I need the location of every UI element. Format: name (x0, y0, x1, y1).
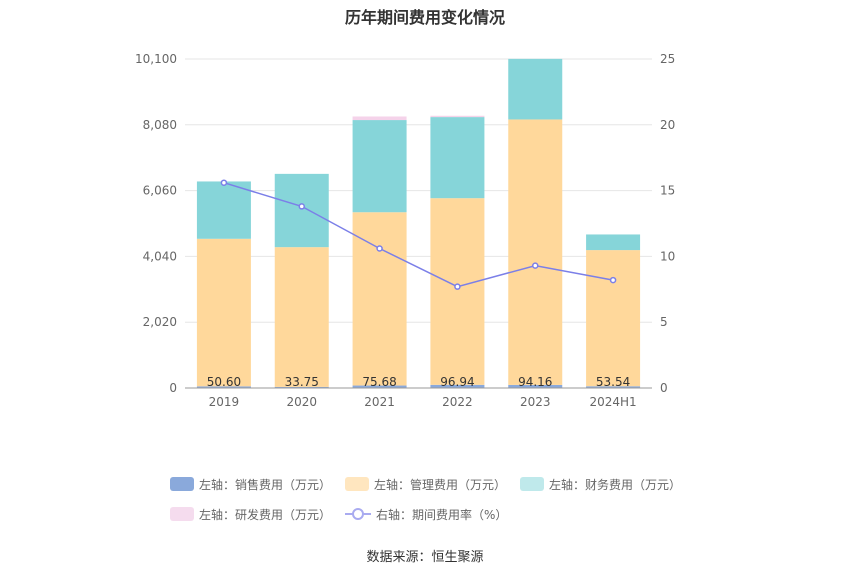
grid-lines (185, 58, 652, 323)
bar-segment-1 (352, 212, 407, 386)
bar-segment-0 (508, 384, 563, 388)
legend-swatch-finance (520, 477, 545, 491)
x-axis-tick: 2019 (209, 395, 240, 409)
right-axis-tick: 0 (660, 381, 668, 395)
left-axis-tick: 8,080 (143, 118, 177, 132)
rate-line (220, 179, 617, 290)
data-label: 94.16 (518, 375, 552, 389)
x-axis-tick: 2024H1 (589, 395, 636, 409)
x-axis-tick: 2022 (442, 395, 473, 409)
bar-segment-2 (430, 117, 485, 199)
rate-point (532, 262, 539, 269)
left-axis-tick: 10,100 (135, 52, 177, 66)
rate-point (298, 203, 305, 210)
rate-point (609, 276, 617, 284)
right-axis-tick: 5 (660, 315, 668, 329)
rate-point (376, 245, 383, 252)
left-axis-tick: 4,040 (143, 249, 177, 263)
legend-swatch-admin (345, 477, 370, 491)
chart-area: 0 2,020 4,040 6,060 8,080 10,100 0 5 10 15 20 25 201… (135, 52, 675, 409)
legend-label-admin: 左轴：管理费用（万元） (374, 477, 507, 492)
bar-segment-1 (508, 119, 563, 385)
bar-segment-0 (352, 385, 407, 388)
legend-label-rd: 左轴：研发费用（万元） (199, 507, 332, 522)
data-label: 33.75 (285, 375, 319, 389)
bar-segment-3 (430, 115, 485, 118)
bar-segment-0 (274, 386, 329, 388)
chart-title: 历年期间费用变化情况 (344, 8, 505, 27)
bar-segment-0 (196, 386, 251, 388)
bar-segment-2 (352, 120, 407, 213)
x-axis-tick: 2020 (286, 395, 317, 409)
source-note: 数据来源：恒生聚源 (366, 550, 484, 565)
legend-row-2: 左轴：研发费用（万元） 右轴：期间费用率（%） (170, 502, 730, 526)
bar-segment-1 (274, 247, 329, 387)
legend-item-sales[interactable]: 左轴：销售费用（万元） (170, 476, 331, 493)
left-axis-tick: 0 (169, 381, 177, 395)
legend-row-1: 左轴：销售费用（万元） 左轴：管理费用（万元） 左轴：财务费用（万元） (170, 472, 730, 496)
data-label: 75.68 (362, 375, 396, 389)
right-axis-tick: 20 (660, 118, 675, 132)
legend-swatch-sales (170, 477, 194, 491)
legend-label-finance: 左轴：财务费用（万元） (549, 477, 682, 492)
rate-point (220, 179, 228, 186)
bar-segment-1 (196, 238, 251, 387)
bar-segment-3 (352, 116, 407, 121)
bar-segment-2 (508, 58, 563, 120)
bar-segment-2 (274, 173, 329, 248)
data-label: 50.60 (207, 375, 241, 389)
legend-item-finance[interactable]: 左轴：财务费用（万元） (520, 476, 681, 493)
bar-segment-2 (196, 181, 251, 239)
legend-item-rate[interactable]: 右轴：期间费用率（%） (345, 506, 507, 523)
bar-segment-1 (586, 250, 641, 387)
right-axis-tick: 10 (660, 249, 675, 263)
bar-segment-0 (586, 386, 641, 388)
bar-segment-0 (430, 384, 485, 388)
legend: 左轴：销售费用（万元） 左轴：管理费用（万元） 左轴：财务费用（万元） 左轴：研… (170, 472, 730, 532)
data-label: 96.94 (440, 375, 474, 389)
bar-segment-2 (586, 234, 641, 251)
x-axis-tick: 2021 (364, 395, 395, 409)
legend-label-rate: 右轴：期间费用率（%） (376, 507, 508, 522)
x-axis-tick: 2023 (520, 395, 551, 409)
left-axis-tick: 2,020 (143, 315, 177, 329)
legend-label-sales: 左轴：销售费用（万元） (199, 477, 332, 492)
bar-group (196, 58, 641, 388)
right-axis-tick: 25 (660, 52, 675, 66)
legend-swatch-rate (345, 508, 372, 520)
legend-item-rd[interactable]: 左轴：研发费用（万元） (170, 506, 331, 523)
bar-segment-1 (430, 198, 485, 385)
rate-point (454, 283, 461, 290)
legend-item-admin[interactable]: 左轴：管理费用（万元） (345, 476, 506, 493)
right-axis-tick: 15 (660, 184, 675, 198)
data-label: 53.54 (596, 375, 630, 389)
legend-swatch-rd (170, 507, 194, 521)
rate-line-path (223, 181, 614, 288)
left-axis-tick: 6,060 (143, 184, 177, 198)
axes: 0 2,020 4,040 6,060 8,080 10,100 0 5 10 15 20 25 201… (135, 52, 675, 409)
data-labels: 50.60 33.75 75.68 96.94 94.16 53.54 (207, 375, 631, 389)
